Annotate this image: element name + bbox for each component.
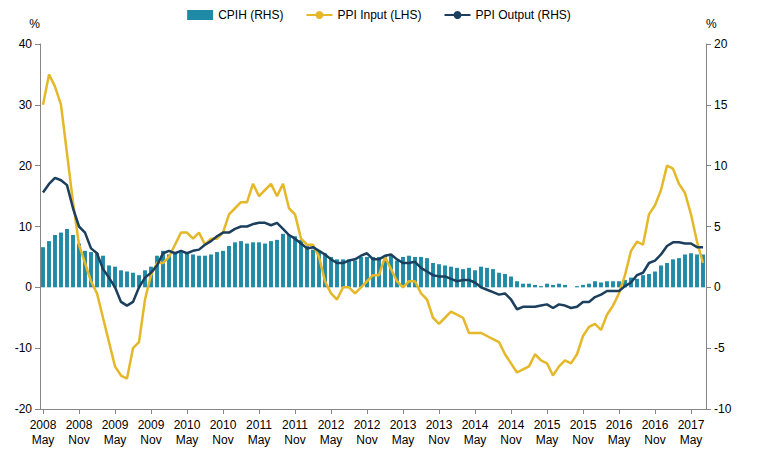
svg-text:2011: 2011 <box>282 418 308 432</box>
svg-text:10: 10 <box>714 159 728 173</box>
svg-text:2016: 2016 <box>642 418 669 432</box>
svg-text:2009: 2009 <box>102 418 129 432</box>
svg-text:May: May <box>680 433 703 447</box>
svg-text:2008: 2008 <box>66 418 93 432</box>
svg-text:2013: 2013 <box>390 418 417 432</box>
svg-text:-10: -10 <box>15 341 33 355</box>
svg-text:10: 10 <box>19 220 33 234</box>
svg-text:20: 20 <box>19 159 33 173</box>
svg-text:2009: 2009 <box>138 418 165 432</box>
svg-text:CPIH (RHS): CPIH (RHS) <box>218 8 283 22</box>
svg-text:2014: 2014 <box>462 418 489 432</box>
svg-text:Nov: Nov <box>356 433 377 447</box>
svg-text:0: 0 <box>25 280 32 294</box>
svg-text:2016: 2016 <box>606 418 633 432</box>
svg-text:2017: 2017 <box>678 418 705 432</box>
svg-text:May: May <box>104 433 127 447</box>
svg-text:2015: 2015 <box>534 418 561 432</box>
svg-text:2011: 2011 <box>246 418 272 432</box>
svg-text:2012: 2012 <box>318 418 345 432</box>
svg-text:Nov: Nov <box>212 433 233 447</box>
svg-text:-5: -5 <box>714 341 725 355</box>
svg-text:2010: 2010 <box>174 418 201 432</box>
svg-text:May: May <box>176 433 199 447</box>
svg-text:Nov: Nov <box>284 433 305 447</box>
svg-text:2015: 2015 <box>570 418 597 432</box>
svg-text:PPI Output (RHS): PPI Output (RHS) <box>476 8 571 22</box>
svg-text:-10: -10 <box>714 402 732 416</box>
svg-text:2008: 2008 <box>30 418 57 432</box>
svg-text:2013: 2013 <box>426 418 453 432</box>
svg-text:30: 30 <box>19 98 33 112</box>
svg-text:May: May <box>536 433 559 447</box>
svg-text:2010: 2010 <box>210 418 237 432</box>
svg-text:May: May <box>392 433 415 447</box>
svg-text:0: 0 <box>714 280 721 294</box>
svg-text:May: May <box>608 433 631 447</box>
svg-text:15: 15 <box>714 98 728 112</box>
svg-text:Nov: Nov <box>644 433 665 447</box>
svg-text:Nov: Nov <box>68 433 89 447</box>
svg-text:5: 5 <box>714 220 721 234</box>
svg-text:%: % <box>29 17 40 31</box>
svg-text:May: May <box>248 433 271 447</box>
svg-text:May: May <box>320 433 343 447</box>
svg-text:2014: 2014 <box>498 418 525 432</box>
svg-text:Nov: Nov <box>428 433 449 447</box>
svg-text:May: May <box>32 433 55 447</box>
svg-text:40: 40 <box>19 37 33 51</box>
svg-text:-20: -20 <box>15 402 33 416</box>
svg-text:PPI Input (LHS): PPI Input (LHS) <box>337 8 421 22</box>
svg-text:20: 20 <box>714 37 728 51</box>
svg-text:Nov: Nov <box>140 433 161 447</box>
svg-text:Nov: Nov <box>572 433 593 447</box>
svg-text:%: % <box>706 17 717 31</box>
svg-text:2012: 2012 <box>354 418 381 432</box>
svg-text:Nov: Nov <box>500 433 521 447</box>
svg-text:May: May <box>464 433 487 447</box>
